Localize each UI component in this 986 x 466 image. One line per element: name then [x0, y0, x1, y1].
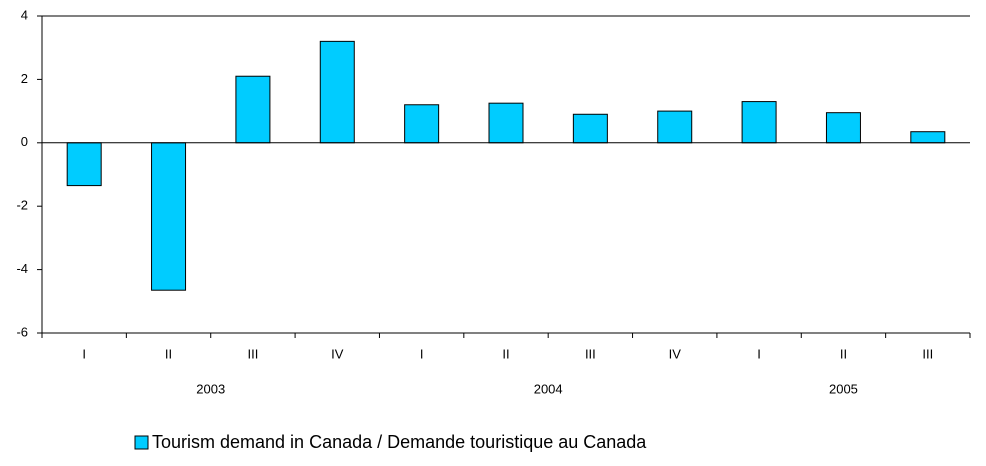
bar	[66, 142, 102, 187]
y-tick-label: -4	[16, 261, 28, 276]
bar	[825, 112, 861, 144]
bar	[741, 101, 777, 144]
bar	[235, 75, 271, 144]
y-tick-label: -6	[16, 324, 28, 339]
bar	[151, 142, 187, 291]
x-tick-label: I	[757, 346, 761, 361]
x-tick-label: III	[247, 346, 258, 361]
bar	[657, 110, 693, 144]
bar	[910, 131, 946, 144]
y-tick-label: -2	[16, 198, 28, 213]
x-tick-label: III	[585, 346, 596, 361]
bar	[572, 113, 608, 144]
y-tick-label: 4	[21, 7, 28, 22]
year-label: 2003	[196, 381, 225, 396]
bar	[319, 40, 355, 144]
year-label: 2004	[534, 381, 563, 396]
bar	[488, 102, 524, 144]
x-tick-label: IV	[331, 346, 344, 361]
year-label: 2005	[829, 381, 858, 396]
legend-label: Tourism demand in Canada / Demande touri…	[152, 432, 647, 452]
y-tick-label: 2	[21, 71, 28, 86]
legend-swatch	[134, 435, 149, 450]
y-tick-label: 0	[21, 134, 28, 149]
x-tick-label: I	[420, 346, 424, 361]
x-tick-label: IV	[669, 346, 682, 361]
bar	[404, 104, 440, 144]
x-tick-label: I	[82, 346, 86, 361]
x-tick-label: II	[840, 346, 847, 361]
x-tick-label: II	[502, 346, 509, 361]
x-tick-label: III	[922, 346, 933, 361]
x-tick-label: II	[165, 346, 172, 361]
